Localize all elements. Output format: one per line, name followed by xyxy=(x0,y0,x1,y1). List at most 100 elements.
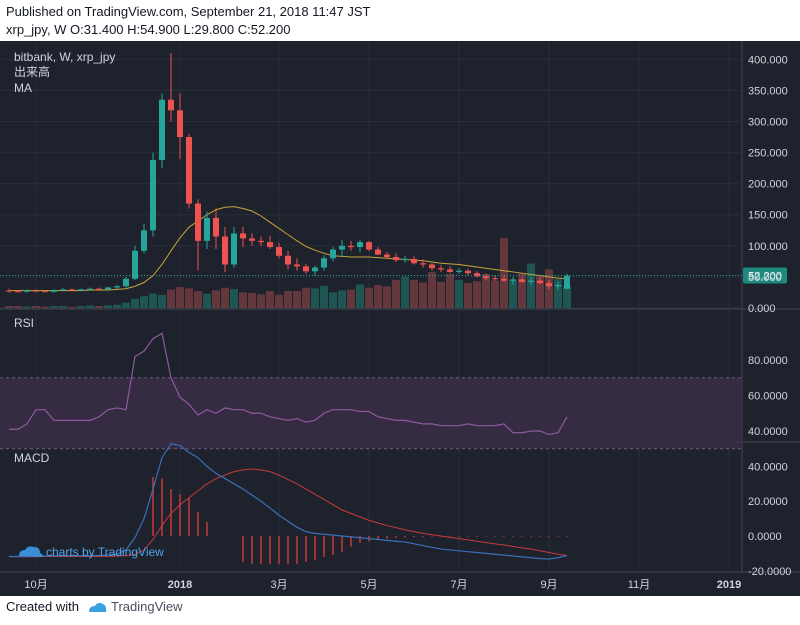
candle-body xyxy=(393,257,399,261)
volume-bar xyxy=(374,285,382,308)
volume-bar xyxy=(554,279,562,308)
volume-bar xyxy=(311,288,319,308)
volume-bar xyxy=(347,289,355,308)
axes: 400.000 350.000 300.000 250.000 200.000 150.0… xyxy=(24,54,791,591)
candle-body xyxy=(429,264,435,269)
candle-body xyxy=(123,278,129,287)
candle-body xyxy=(69,289,75,291)
tradingview-brand-text: TradingView xyxy=(110,599,183,614)
volume-bar xyxy=(194,290,202,308)
candle-body xyxy=(195,203,201,241)
volume-bar xyxy=(482,273,490,308)
volume-bar xyxy=(338,290,346,308)
volume-bar xyxy=(203,293,211,308)
volume-bar xyxy=(239,292,247,308)
candle-body xyxy=(528,280,534,282)
candle-body xyxy=(330,249,336,259)
rsi-tick-label: 40.0000 xyxy=(748,426,788,438)
candle-body xyxy=(303,266,309,272)
candle-body xyxy=(222,236,228,265)
candle-body xyxy=(114,286,120,288)
candle-body xyxy=(420,263,426,265)
rsi-tick-label: 60.0000 xyxy=(748,391,788,403)
volume-bar xyxy=(518,273,526,308)
time-tick-label: 7月 xyxy=(450,579,467,591)
candle-body xyxy=(78,289,84,291)
volume-bar xyxy=(185,288,193,308)
volume-bar xyxy=(257,294,265,308)
volume-bar xyxy=(140,296,148,308)
volume-bar xyxy=(5,306,13,308)
volume-bar xyxy=(275,294,283,308)
signal-line xyxy=(9,468,568,558)
footer: Created with TradingView xyxy=(6,599,183,614)
candle-body xyxy=(249,238,255,241)
ma-legend: MA xyxy=(14,81,32,95)
price-tick-label: 350.000 xyxy=(748,85,788,97)
volume-bar xyxy=(527,263,535,308)
volume-bar xyxy=(212,290,220,308)
rsi-pane[interactable] xyxy=(0,332,742,450)
volume-bar xyxy=(419,282,427,308)
tradingview-link[interactable]: TradingView xyxy=(87,599,183,614)
volume-bar xyxy=(41,306,49,308)
macd-tick-label: 40.0000 xyxy=(748,461,788,473)
volume-bar xyxy=(149,293,157,308)
candle-body xyxy=(411,258,417,264)
time-tick-label: 2018 xyxy=(168,579,192,591)
time-tick-label: 2019 xyxy=(717,579,741,591)
candle-body xyxy=(150,160,156,231)
candle-body xyxy=(267,242,273,248)
volume-bar xyxy=(221,287,229,308)
volume-bar xyxy=(392,279,400,308)
volume-bar xyxy=(428,272,436,308)
volume-bar xyxy=(320,285,328,308)
created-with-text: Created with xyxy=(6,599,79,614)
price-pane[interactable]: 52.200 xyxy=(0,53,787,308)
rsi-title: RSI xyxy=(14,316,34,330)
volume-bar xyxy=(122,302,130,308)
candle-body xyxy=(294,264,300,267)
volume-bar xyxy=(32,306,40,308)
candle-body xyxy=(24,290,30,292)
candle-body xyxy=(465,270,471,274)
candle-body xyxy=(366,242,372,250)
candle-body xyxy=(159,99,165,161)
volume-bar xyxy=(95,306,103,308)
volume-bar xyxy=(59,306,67,308)
candle-body xyxy=(42,291,48,293)
candle-body xyxy=(60,289,66,291)
volume-legend: 出来高 xyxy=(14,64,50,79)
candle-body xyxy=(438,268,444,270)
candle-body xyxy=(555,284,561,287)
volume-bar xyxy=(167,289,175,308)
candle-body xyxy=(564,275,570,289)
volume-bar xyxy=(500,238,508,308)
volume-bar xyxy=(563,285,571,308)
chart-canvas[interactable]: 52.200 400.000 350.000 300.000 250.000 200.0… xyxy=(0,41,800,596)
macd-pane[interactable] xyxy=(9,443,568,564)
ohlc-line: xrp_jpy, W O:31.400 H:54.900 L:29.800 C:… xyxy=(6,22,291,37)
volume-bar xyxy=(293,290,301,308)
price-tick-label: 200.000 xyxy=(748,179,788,191)
price-tick-label: 150.000 xyxy=(748,210,788,222)
published-line: Published on TradingView.com, September … xyxy=(6,4,371,19)
volume-bar xyxy=(104,305,112,308)
candle-body xyxy=(537,280,543,284)
candle-body xyxy=(168,99,174,111)
candle-body xyxy=(510,279,516,281)
volume-bar xyxy=(509,280,517,308)
volume-bar xyxy=(248,292,256,308)
volume-bar xyxy=(383,286,391,308)
chart-background xyxy=(0,41,800,596)
volume-bar xyxy=(50,306,58,308)
candle-body xyxy=(519,279,525,282)
volume-bar xyxy=(410,279,418,308)
volume-bar xyxy=(86,305,94,308)
volume-bar xyxy=(68,306,76,308)
candle-body xyxy=(96,288,102,290)
volume-bar xyxy=(158,294,166,308)
candle-body xyxy=(321,258,327,268)
candle-body xyxy=(474,273,480,277)
candle-body xyxy=(87,288,93,290)
